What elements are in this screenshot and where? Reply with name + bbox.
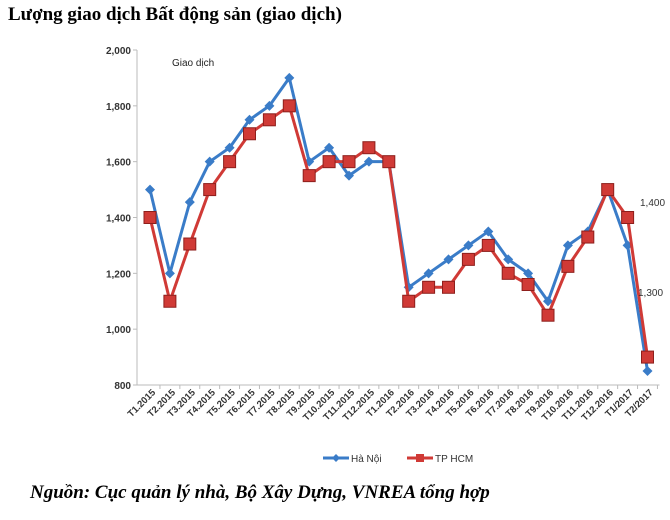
data-point-hanoi xyxy=(344,170,354,181)
data-point-hcm xyxy=(183,237,197,251)
data-point-hanoi xyxy=(164,268,175,279)
data-point-hcm xyxy=(382,155,396,169)
y-tick-label: 1,600 xyxy=(106,158,131,169)
y-axis-label: Giao dịch xyxy=(172,58,214,69)
legend-label: Hà Nội xyxy=(351,454,382,465)
data-point-hanoi xyxy=(642,366,653,377)
data-point-hanoi xyxy=(363,156,374,167)
data-point-hcm xyxy=(461,252,475,266)
y-tick-label: 2,000 xyxy=(106,46,131,57)
y-tick-label: 1,200 xyxy=(106,269,131,280)
legend-label: TP HCM xyxy=(435,454,473,465)
data-point-hcm xyxy=(442,280,455,294)
data-point-hanoi xyxy=(145,184,155,195)
data-point-hanoi xyxy=(244,114,255,125)
data-point-hanoi xyxy=(443,254,454,265)
data-point-hcm xyxy=(541,308,555,322)
data-point-hcm xyxy=(581,230,595,244)
data-point-hanoi xyxy=(224,142,235,153)
annotation-label: 1,400 xyxy=(640,198,665,209)
data-point-hanoi xyxy=(562,240,573,251)
source-note: Nguồn: Cục quản lý nhà, Bộ Xây Dựng, VNR… xyxy=(30,482,490,503)
y-tick-label: 800 xyxy=(114,381,131,392)
y-tick-label: 1,800 xyxy=(106,102,131,113)
data-point-hcm xyxy=(243,127,256,141)
series-line-hcm xyxy=(148,104,649,358)
data-point-hcm xyxy=(223,155,237,169)
data-point-hcm xyxy=(282,99,296,113)
data-point-hcm xyxy=(342,155,356,169)
data-point-hcm xyxy=(521,278,535,291)
data-point-hanoi xyxy=(284,72,295,83)
legend-square-icon xyxy=(416,454,424,462)
data-point-hcm xyxy=(402,294,416,308)
data-point-hcm xyxy=(163,294,177,308)
data-point-hanoi xyxy=(264,100,275,111)
y-tick-label: 1,400 xyxy=(106,214,131,225)
data-point-hcm xyxy=(262,113,276,127)
data-point-hcm xyxy=(561,259,575,273)
data-point-hcm xyxy=(362,141,376,155)
data-point-hcm xyxy=(422,280,436,294)
data-point-hcm xyxy=(203,183,217,197)
annotation-label: 1,300 xyxy=(638,288,663,299)
legend-diamond-icon xyxy=(332,454,340,462)
y-tick-label: 1,000 xyxy=(106,325,131,336)
data-point-hanoi xyxy=(543,296,553,307)
chart-title: Lượng giao dịch Bất động sản (giao dịch) xyxy=(8,4,342,25)
data-point-hcm xyxy=(501,266,515,280)
data-point-hcm xyxy=(143,211,157,224)
data-point-hcm xyxy=(322,155,336,169)
data-point-hanoi xyxy=(184,197,195,208)
data-point-hcm xyxy=(621,211,635,224)
data-point-hanoi xyxy=(423,268,434,279)
data-point-hcm xyxy=(601,183,615,197)
data-point-hanoi xyxy=(324,142,335,153)
data-point-hcm xyxy=(302,169,316,183)
data-point-hanoi xyxy=(523,268,534,279)
data-point-hcm xyxy=(641,350,654,364)
data-point-hanoi xyxy=(463,240,474,251)
data-point-hanoi xyxy=(483,226,494,237)
data-point-hcm xyxy=(481,238,495,252)
data-point-hanoi xyxy=(204,156,215,167)
line-chart: 800 1,000 1,200 1,400 1,600 1,800 2,000 Giao dị… xyxy=(106,46,665,465)
data-point-hanoi xyxy=(503,254,514,265)
